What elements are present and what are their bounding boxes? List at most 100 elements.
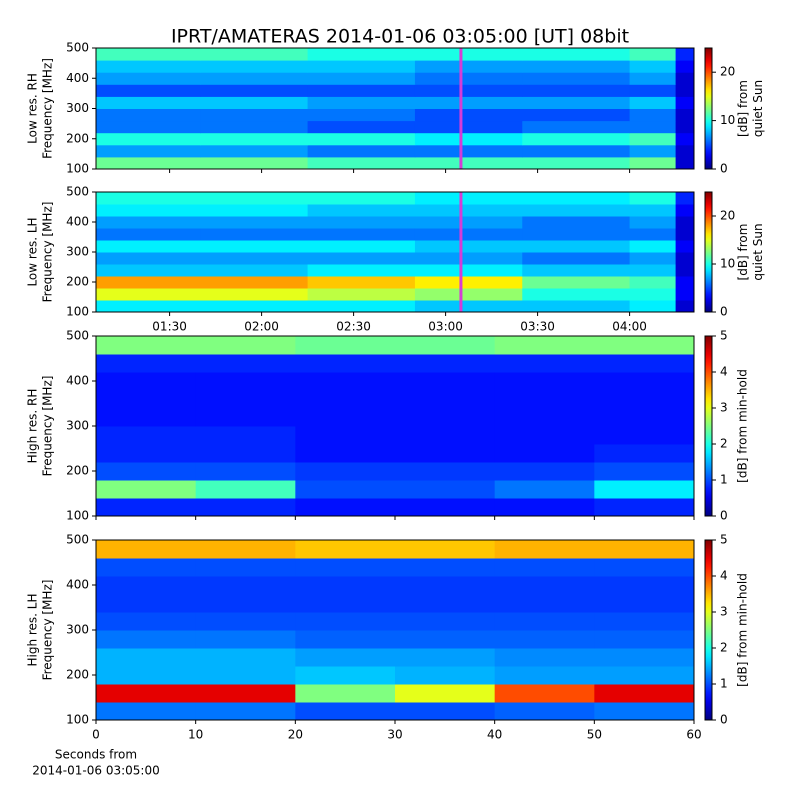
heatmap-cell xyxy=(594,558,695,577)
y-tick-label: 400 xyxy=(66,71,89,85)
heatmap-cell xyxy=(395,390,496,409)
heatmap-cell xyxy=(96,60,201,73)
colorbar-tick-label: 0 xyxy=(720,305,728,319)
heatmap-cell xyxy=(295,576,396,595)
y-tick-label: 400 xyxy=(66,374,89,388)
heatmap-cell xyxy=(307,228,416,241)
heatmap-cell xyxy=(395,702,496,721)
heatmap-cell xyxy=(96,498,197,517)
heatmap-cell xyxy=(295,372,396,391)
heatmap-cell xyxy=(96,354,197,373)
heatmap-cell xyxy=(307,264,416,277)
heatmap-cell xyxy=(395,540,496,559)
figure-title: IPRT/AMATERAS 2014-01-06 03:05:00 [UT] 0… xyxy=(171,26,629,48)
y-axis-label: Frequency [MHz] xyxy=(41,376,55,477)
heatmap-cell xyxy=(629,288,677,301)
colorbar-tick-label: 3 xyxy=(720,605,728,619)
y-tick-label: 500 xyxy=(66,185,89,199)
heatmap-cell xyxy=(522,192,631,205)
heatmap-cell xyxy=(629,60,677,73)
colorbar-tick-label: 1 xyxy=(720,473,728,487)
y-axis-label: High res. LH xyxy=(26,593,40,666)
heatmap-cell xyxy=(522,204,631,217)
heatmap-cell xyxy=(675,276,695,289)
heatmap-cell xyxy=(414,96,523,109)
colorbar-tick-label: 0 xyxy=(720,509,728,523)
colorbar xyxy=(704,47,713,170)
heatmap-cell xyxy=(522,108,631,122)
heatmap-cell xyxy=(200,96,309,109)
heatmap-cell xyxy=(307,96,416,109)
heatmap-cell xyxy=(494,648,595,667)
colorbar xyxy=(704,191,713,313)
heatmap-cell xyxy=(675,216,695,229)
heatmap-cell xyxy=(307,72,416,85)
colorbar-label: [dB] from xyxy=(736,80,750,137)
y-tick-label: 100 xyxy=(66,305,89,319)
heatmap-cell xyxy=(96,96,201,109)
heatmap-cell xyxy=(295,558,396,577)
heatmap-cell xyxy=(195,702,296,721)
heatmap-cell xyxy=(307,132,416,146)
heatmap-cell xyxy=(195,408,296,427)
heatmap-cell xyxy=(200,300,309,313)
heatmap-cell xyxy=(96,462,197,481)
heatmap-cell xyxy=(96,144,201,158)
heatmap-cell xyxy=(414,144,523,158)
heatmap-cell xyxy=(594,612,695,631)
colorbar-tick-label: 10 xyxy=(720,257,735,271)
heatmap-cell xyxy=(200,192,309,205)
heatmap-cell xyxy=(395,648,496,667)
heatmap-cell xyxy=(494,498,595,517)
y-tick-label: 200 xyxy=(66,464,89,478)
heatmap-cell xyxy=(675,240,695,253)
y-tick-label: 200 xyxy=(66,275,89,289)
heatmap-cell xyxy=(295,498,396,517)
heatmap-cell xyxy=(494,612,595,631)
x-tick-label: 0 xyxy=(92,728,100,742)
heatmap-cell xyxy=(522,156,631,170)
heatmap-cell xyxy=(675,288,695,301)
heatmap-cell xyxy=(295,444,396,463)
heatmap-cell xyxy=(629,192,677,205)
heatmap-cell xyxy=(96,240,201,253)
heatmap-cell xyxy=(675,84,695,97)
heatmap-cell xyxy=(395,336,496,355)
heatmap-cell xyxy=(414,300,523,313)
heatmap-cell xyxy=(96,444,197,463)
heatmap-cell xyxy=(675,48,695,61)
heatmap-cell xyxy=(414,288,523,301)
heatmap-cell xyxy=(295,630,396,649)
heatmap-cell xyxy=(522,228,631,241)
heatmap-cell xyxy=(594,576,695,595)
colorbar-tick-label: 5 xyxy=(720,329,728,343)
heatmap-cell xyxy=(307,156,416,170)
colorbar-label: [dB] from min-hold xyxy=(736,369,750,483)
heatmap-cell xyxy=(395,612,496,631)
heatmap-cell xyxy=(629,108,677,122)
heatmap-cell xyxy=(522,264,631,277)
heatmap-cell xyxy=(414,276,523,289)
heatmap-cell xyxy=(594,336,695,355)
heatmap-cell xyxy=(96,558,197,577)
colorbar-label: [dB] from xyxy=(736,224,750,281)
y-tick-label: 500 xyxy=(66,329,89,343)
heatmap-cell xyxy=(96,612,197,631)
colorbar-tick-label: 5 xyxy=(720,533,728,547)
heatmap-cell xyxy=(629,252,677,265)
heatmap-cell xyxy=(96,120,201,134)
heatmap-cell xyxy=(414,132,523,146)
heatmap-cell xyxy=(96,204,201,217)
y-axis-label: High res. RH xyxy=(26,389,40,464)
heatmap-cell xyxy=(195,648,296,667)
heatmap-cell xyxy=(96,576,197,595)
colorbar-label: quiet Sun xyxy=(751,223,765,280)
y-tick-label: 300 xyxy=(66,623,89,637)
heatmap-cell xyxy=(96,252,201,265)
heatmap-cell xyxy=(96,390,197,409)
heatmap-cell xyxy=(295,354,396,373)
heatmap-cell xyxy=(96,216,201,229)
heatmap-cell xyxy=(594,648,695,667)
heatmap-cell xyxy=(96,72,201,85)
